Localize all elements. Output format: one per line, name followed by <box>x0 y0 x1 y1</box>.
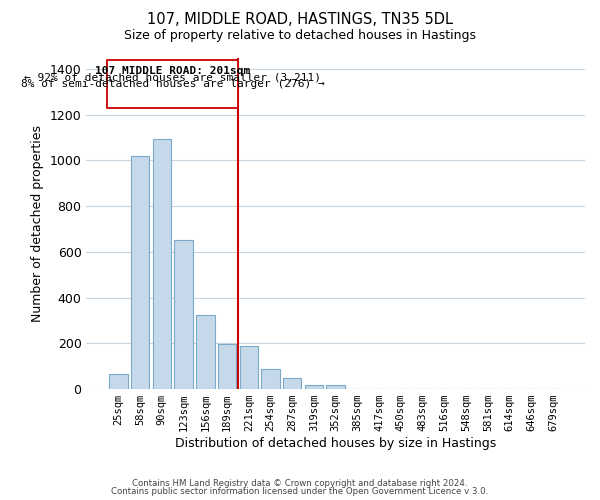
Bar <box>109 374 128 389</box>
Text: Contains public sector information licensed under the Open Government Licence v : Contains public sector information licen… <box>112 487 488 496</box>
Text: Contains HM Land Registry data © Crown copyright and database right 2024.: Contains HM Land Registry data © Crown c… <box>132 478 468 488</box>
Bar <box>305 384 323 389</box>
Bar <box>196 315 215 389</box>
FancyBboxPatch shape <box>107 60 238 108</box>
Bar <box>326 384 345 389</box>
Bar <box>218 344 236 389</box>
Text: Size of property relative to detached houses in Hastings: Size of property relative to detached ho… <box>124 29 476 42</box>
Bar <box>131 156 149 389</box>
Text: 107, MIDDLE ROAD, HASTINGS, TN35 5DL: 107, MIDDLE ROAD, HASTINGS, TN35 5DL <box>147 12 453 28</box>
Text: 107 MIDDLE ROAD: 201sqm: 107 MIDDLE ROAD: 201sqm <box>95 66 250 76</box>
X-axis label: Distribution of detached houses by size in Hastings: Distribution of detached houses by size … <box>175 437 496 450</box>
Bar <box>175 240 193 389</box>
Text: ← 92% of detached houses are smaller (3,211): ← 92% of detached houses are smaller (3,… <box>24 72 321 83</box>
Text: 8% of semi-detached houses are larger (276) →: 8% of semi-detached houses are larger (2… <box>21 79 325 89</box>
Bar <box>239 346 258 389</box>
Y-axis label: Number of detached properties: Number of detached properties <box>31 125 44 322</box>
Bar <box>283 378 301 389</box>
Bar <box>152 138 171 389</box>
Bar <box>261 368 280 389</box>
